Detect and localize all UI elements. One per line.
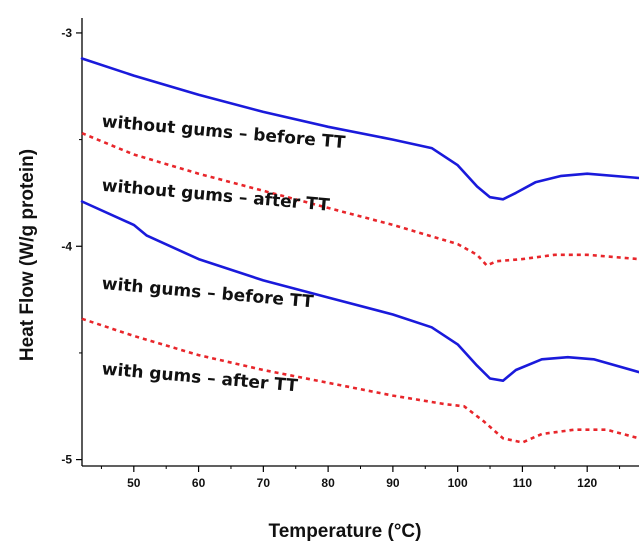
series-label-1: without gums – before TT xyxy=(101,112,346,153)
y-tick-label: -3 xyxy=(61,26,72,40)
series-label-4: with gums – after TT xyxy=(101,359,299,396)
x-axis-title: Temperature (°C) xyxy=(269,521,422,542)
x-tick-label: 100 xyxy=(448,476,468,490)
series-line-2 xyxy=(81,131,639,267)
x-tick-label: 60 xyxy=(192,476,206,490)
x-tick-label: 70 xyxy=(257,476,271,490)
axes: 50 60 70 80 90 100 110 120 -3 -4 -5 xyxy=(61,18,639,490)
x-tick-label: 110 xyxy=(513,476,533,490)
x-tick-label: 90 xyxy=(386,476,400,490)
x-tick-label: 50 xyxy=(127,476,141,490)
x-tick-label: 80 xyxy=(321,476,335,490)
x-tick-label: 120 xyxy=(577,476,597,490)
series-label-2: without gums – after TT xyxy=(101,176,331,216)
series-line-1 xyxy=(80,57,639,201)
y-axis-title: Heat Flow (W/g protein) xyxy=(17,149,38,361)
series-line-3 xyxy=(80,200,639,382)
series-line-4 xyxy=(81,317,639,444)
y-tick-label: -5 xyxy=(61,453,72,467)
series-label-3: with gums – before TT xyxy=(101,274,315,312)
curves xyxy=(80,57,639,444)
y-tick-label: -4 xyxy=(61,239,72,253)
